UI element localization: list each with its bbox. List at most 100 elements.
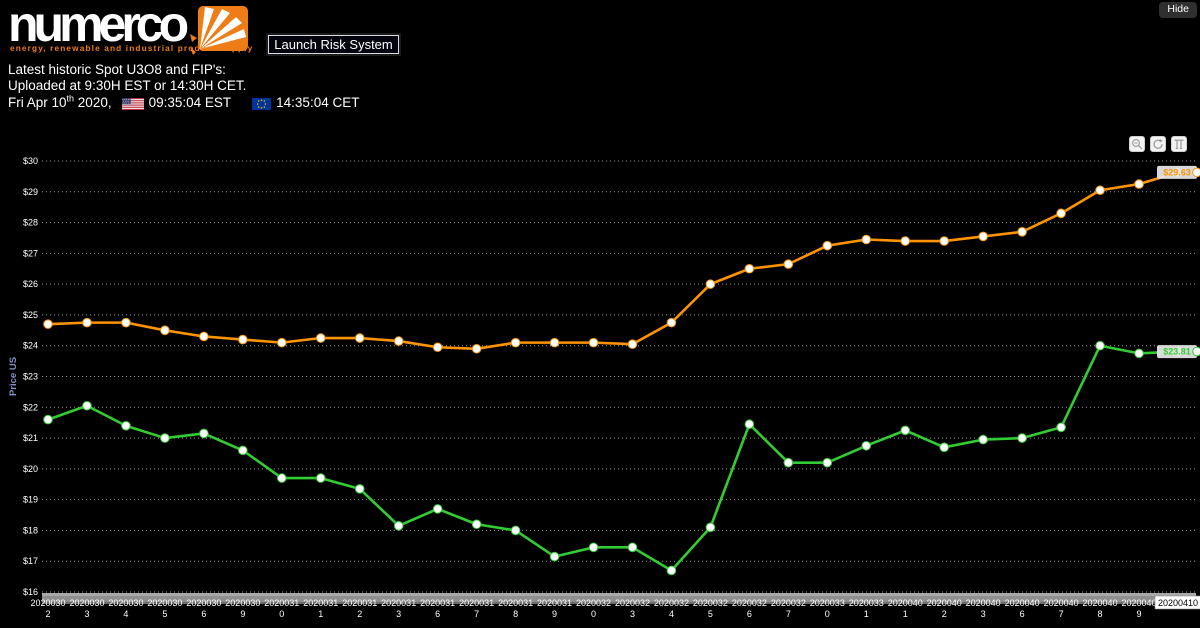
- hide-button[interactable]: Hide: [1159, 2, 1197, 18]
- x-tick-label: 2020030 6: [186, 598, 221, 619]
- spot-u3o8-point: [315, 333, 326, 343]
- fip-point: [822, 457, 833, 468]
- spot-u3o8-point: [393, 336, 404, 346]
- pan-mode-button[interactable]: [1171, 136, 1187, 152]
- x-tick-label: 2020040 2: [927, 598, 962, 619]
- x-tick-label: 2020031 7: [459, 598, 494, 619]
- spot-u3o8-end-label: $29.63: [1163, 167, 1191, 177]
- fip-point: [1095, 340, 1105, 351]
- fip-point: [471, 519, 482, 530]
- x-tick-label: 2020030 3: [69, 598, 104, 619]
- fip-point: [160, 433, 170, 443]
- x-tick-label: 2020032 0: [576, 598, 611, 619]
- x-tick-label: 2020032 5: [693, 598, 728, 619]
- spot-u3o8-point: [82, 317, 92, 328]
- zoom-out-icon: [1132, 139, 1143, 150]
- y-tick-label: $27: [23, 248, 38, 258]
- spot-u3o8-point: [549, 337, 560, 348]
- eu-time: 14:35:04 CET: [276, 95, 360, 111]
- fip-point: [978, 434, 988, 445]
- fip-point: [783, 457, 794, 468]
- fip-end-label-box: [1157, 345, 1197, 359]
- fip-point: [276, 473, 287, 483]
- y-tick-label: $28: [23, 218, 38, 228]
- spot-u3o8-point: [705, 279, 716, 289]
- spot-u3o8-point: [900, 236, 911, 246]
- x-tick-label: 2020031 1: [303, 598, 338, 619]
- fip-point: [861, 440, 872, 451]
- y-tick-label: $24: [23, 341, 38, 351]
- spot-u3o8-point: [276, 337, 287, 348]
- fip-point: [1134, 348, 1144, 359]
- fip-point: [432, 504, 443, 514]
- x-tick-label: 2020040 6: [1005, 598, 1040, 619]
- spot-u3o8-point: [939, 236, 950, 246]
- spot-u3o8-point: [783, 259, 794, 269]
- x-tick-label: 2020040 8: [1083, 598, 1118, 619]
- fip-point: [549, 551, 560, 562]
- info-date-line: Fri Apr 10th 2020, 09:35:04 EST: [8, 94, 360, 111]
- fip-point: [588, 542, 599, 553]
- spot-u3o8-point: [121, 317, 131, 328]
- x-tick-label: 2020031 9: [537, 598, 572, 619]
- spot-u3o8-line: [46, 171, 1180, 351]
- y-tick-label: $23: [23, 372, 38, 382]
- x-tick-label: 2020040 3: [966, 598, 1001, 619]
- spot-u3o8-point: [1056, 208, 1066, 219]
- fip-point: [238, 445, 248, 456]
- x-tick-label: 2020032 4: [654, 598, 689, 619]
- x-scrollbar[interactable]: [42, 593, 1196, 604]
- spot-u3o8-point: [627, 339, 638, 349]
- x-tick-label: 2020031 8: [498, 598, 533, 619]
- fip-point: [939, 442, 950, 453]
- info-line-2: Uploaded at 9:30H EST or 14:30H CET.: [8, 78, 247, 94]
- fip-point: [510, 525, 521, 536]
- fip-point: [705, 522, 716, 533]
- x-tick-label: 2020033 0: [810, 598, 845, 619]
- spot-u3o8-point: [510, 337, 521, 348]
- reset-zoom-button[interactable]: [1150, 136, 1166, 152]
- y-tick-label: $17: [23, 556, 38, 566]
- spot-u3o8-point: [432, 342, 443, 353]
- fip-point: [315, 473, 326, 483]
- fip-point: [82, 400, 92, 411]
- spot-u3o8-point: [354, 333, 365, 343]
- zoom-out-lens-button[interactable]: [1129, 136, 1145, 152]
- spot-u3o8-last-point: [1192, 167, 1200, 178]
- y-tick-label: $19: [23, 495, 38, 505]
- launch-risk-system-button[interactable]: Launch Risk System: [268, 35, 399, 54]
- y-tick-label: $21: [23, 433, 38, 443]
- spot-u3o8-point: [471, 343, 482, 354]
- chart-controls: [1129, 136, 1187, 152]
- reset-icon: [1153, 139, 1163, 149]
- fip-point: [744, 419, 755, 430]
- x-tick-label: 2020040 9: [1122, 598, 1157, 619]
- y-tick-label: $30: [23, 156, 38, 166]
- spot-u3o8-point: [1017, 227, 1027, 237]
- fip-point: [43, 414, 53, 425]
- x-tick-label: 2020031 3: [381, 598, 416, 619]
- x-tick-label: 2020030 9: [225, 598, 260, 619]
- x-tick-label: 2020031 2: [342, 598, 377, 619]
- spot-u3o8-point: [861, 234, 872, 245]
- logo-tagline: energy, renewable and industrial product…: [10, 43, 254, 53]
- x-tick-label: 2020030 5: [147, 598, 182, 619]
- y-axis-title: Price US: [8, 357, 19, 396]
- x-tick-label-current: 20200410: [1158, 598, 1198, 608]
- x-tick-label: 2020033 1: [849, 598, 884, 619]
- pan-icon: [1174, 139, 1184, 149]
- fip-point: [121, 420, 131, 431]
- fip-point: [393, 521, 404, 531]
- spot-u3o8-point: [588, 337, 599, 348]
- x-tick-label: 2020030 2: [30, 598, 65, 619]
- info-block: Latest historic Spot U3O8 and FIP's: Upl…: [8, 62, 359, 112]
- fip-point: [1017, 433, 1027, 443]
- info-line-1: Latest historic Spot U3O8 and FIP's:: [8, 62, 226, 77]
- y-tick-label: $18: [23, 525, 38, 535]
- spot-u3o8-point: [978, 231, 988, 242]
- spot-u3o8-point: [822, 240, 833, 251]
- x-tick-label: 2020032 3: [615, 598, 650, 619]
- spot-u3o8-point: [43, 319, 53, 329]
- us-time: 09:35:04 EST: [148, 95, 232, 111]
